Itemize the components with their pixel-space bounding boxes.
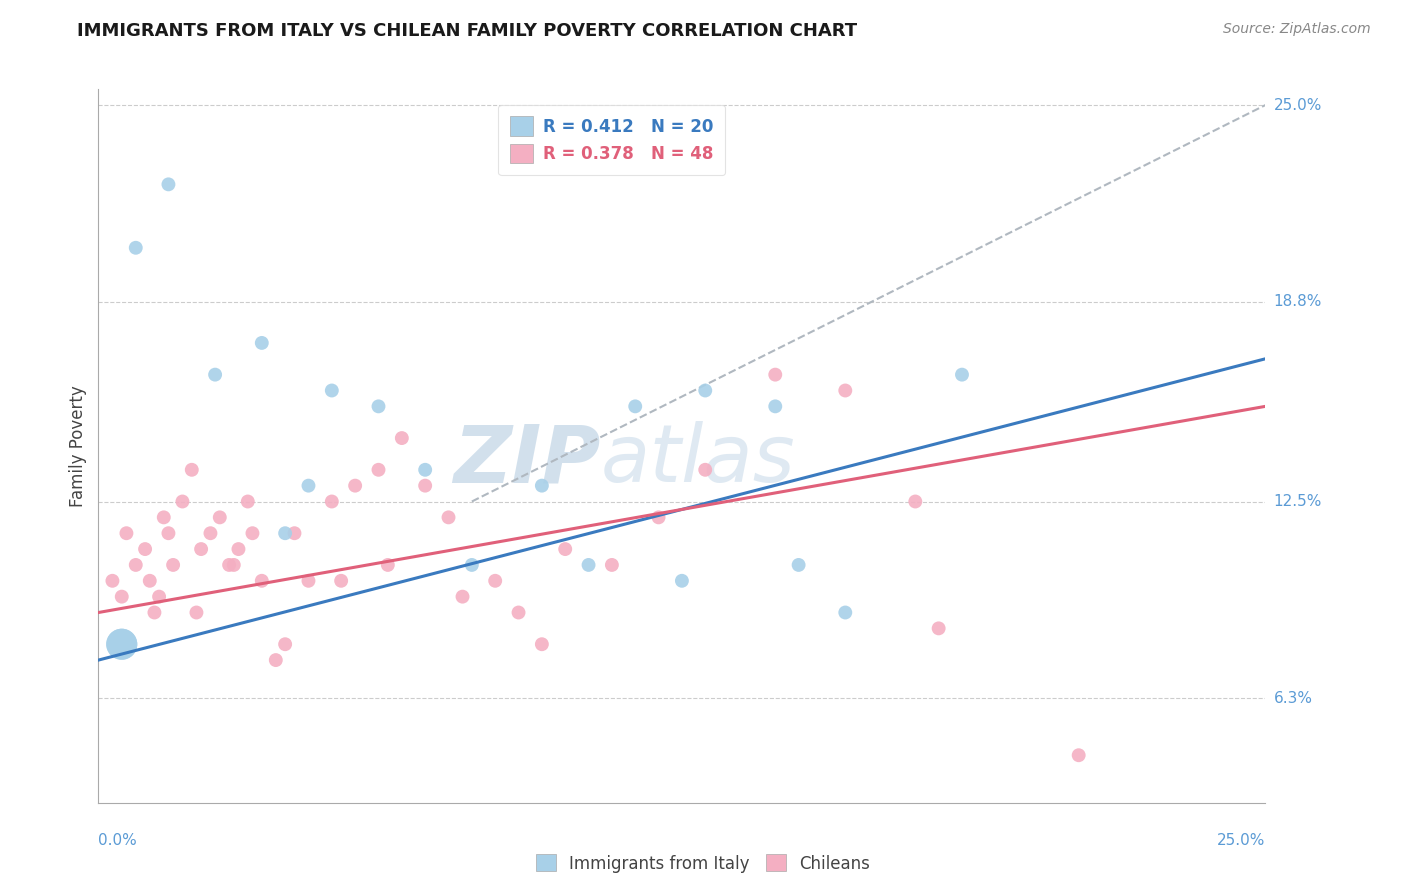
Point xyxy=(1067,748,1090,763)
Text: 18.8%: 18.8% xyxy=(1274,294,1322,310)
Point xyxy=(125,241,148,255)
Point xyxy=(111,637,134,651)
Text: Source: ZipAtlas.com: Source: ZipAtlas.com xyxy=(1223,22,1371,37)
Point xyxy=(763,400,786,414)
Point xyxy=(624,400,647,414)
Point xyxy=(157,178,180,192)
Point xyxy=(950,368,973,382)
Point xyxy=(413,463,436,477)
Point xyxy=(242,526,264,541)
Point xyxy=(143,606,166,620)
Y-axis label: Family Poverty: Family Poverty xyxy=(69,385,87,507)
Point xyxy=(111,637,134,651)
Point xyxy=(222,558,245,572)
Point xyxy=(264,653,287,667)
Point xyxy=(461,558,484,572)
Point xyxy=(451,590,474,604)
Point xyxy=(508,606,530,620)
Text: 12.5%: 12.5% xyxy=(1274,494,1322,509)
Point xyxy=(236,494,259,508)
Point xyxy=(763,368,786,382)
Point xyxy=(787,558,810,572)
Legend: Immigrants from Italy, Chileans: Immigrants from Italy, Chileans xyxy=(529,847,877,880)
Point xyxy=(297,478,319,492)
Point xyxy=(204,368,226,382)
Point xyxy=(172,494,194,508)
Point xyxy=(152,510,174,524)
Point xyxy=(139,574,162,588)
Point xyxy=(554,542,576,557)
Point xyxy=(413,478,436,492)
Point xyxy=(530,478,553,492)
Point xyxy=(928,621,950,635)
Point xyxy=(250,335,273,350)
Point xyxy=(437,510,460,524)
Text: ZIP: ZIP xyxy=(453,421,600,500)
Point xyxy=(391,431,413,445)
Point xyxy=(834,606,856,620)
Point xyxy=(904,494,927,508)
Point xyxy=(157,526,180,541)
Point xyxy=(671,574,693,588)
Text: IMMIGRANTS FROM ITALY VS CHILEAN FAMILY POVERTY CORRELATION CHART: IMMIGRANTS FROM ITALY VS CHILEAN FAMILY … xyxy=(77,22,858,40)
Text: 25.0%: 25.0% xyxy=(1218,833,1265,848)
Point xyxy=(274,637,297,651)
Point xyxy=(330,574,353,588)
Legend: R = 0.412   N = 20, R = 0.378   N = 48: R = 0.412 N = 20, R = 0.378 N = 48 xyxy=(498,104,725,175)
Point xyxy=(321,494,343,508)
Point xyxy=(367,400,389,414)
Point xyxy=(647,510,669,524)
Point xyxy=(578,558,600,572)
Point xyxy=(218,558,240,572)
Point xyxy=(115,526,138,541)
Text: 0.0%: 0.0% xyxy=(98,833,138,848)
Point xyxy=(344,478,367,492)
Point xyxy=(228,542,250,557)
Point xyxy=(600,558,623,572)
Point xyxy=(180,463,202,477)
Point xyxy=(283,526,305,541)
Text: atlas: atlas xyxy=(600,421,794,500)
Point xyxy=(274,526,297,541)
Point xyxy=(190,542,212,557)
Text: 6.3%: 6.3% xyxy=(1274,690,1313,706)
Point xyxy=(134,542,156,557)
Point xyxy=(148,590,170,604)
Point xyxy=(200,526,222,541)
Point xyxy=(695,463,717,477)
Point xyxy=(695,384,717,398)
Point xyxy=(367,463,389,477)
Point xyxy=(297,574,319,588)
Point xyxy=(125,558,148,572)
Point xyxy=(101,574,124,588)
Point xyxy=(186,606,208,620)
Point xyxy=(377,558,399,572)
Point xyxy=(208,510,231,524)
Point xyxy=(111,590,134,604)
Point xyxy=(321,384,343,398)
Point xyxy=(162,558,184,572)
Point xyxy=(834,384,856,398)
Point xyxy=(530,637,553,651)
Point xyxy=(484,574,506,588)
Text: 25.0%: 25.0% xyxy=(1274,97,1322,112)
Point xyxy=(250,574,273,588)
